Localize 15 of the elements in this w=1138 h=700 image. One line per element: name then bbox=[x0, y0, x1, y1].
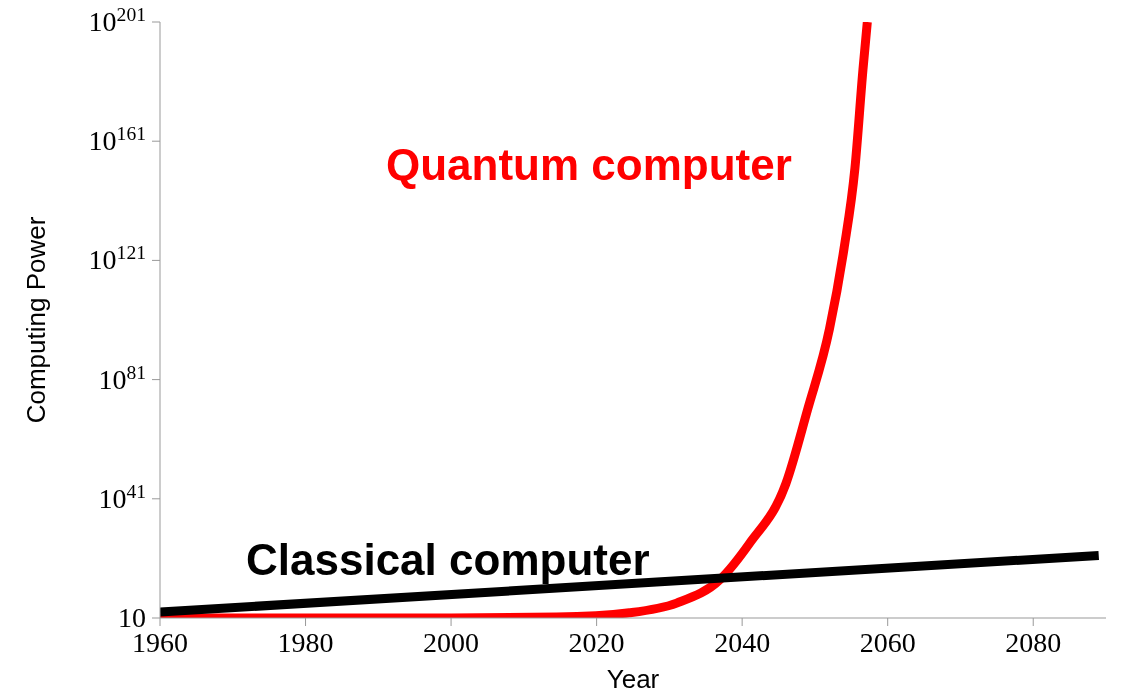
y-tick-label: 10$^{41}$ bbox=[98, 480, 146, 514]
y-tick-label: 10$^{201}$ bbox=[88, 3, 146, 37]
x-axis-title: Year bbox=[606, 664, 660, 694]
x-tick-label: 2040 bbox=[714, 627, 771, 658]
series-label: Classical computer bbox=[246, 535, 650, 585]
x-tick-label: 2000 bbox=[423, 627, 480, 658]
x-tick-label: 2020 bbox=[568, 627, 625, 658]
y-tick-label: 10$^{81}$ bbox=[98, 361, 146, 395]
y-tick-label: 10$^{161}$ bbox=[88, 122, 146, 157]
x-tick-label: 2060 bbox=[859, 627, 916, 658]
x-tick-label: 2080 bbox=[1005, 627, 1062, 658]
y-tick-label: 10$^{121}$ bbox=[88, 241, 146, 276]
series-label: Quantum computer bbox=[386, 140, 792, 190]
y-axis-title: Computing Power bbox=[21, 216, 52, 424]
x-tick-label: 1980 bbox=[277, 627, 334, 658]
